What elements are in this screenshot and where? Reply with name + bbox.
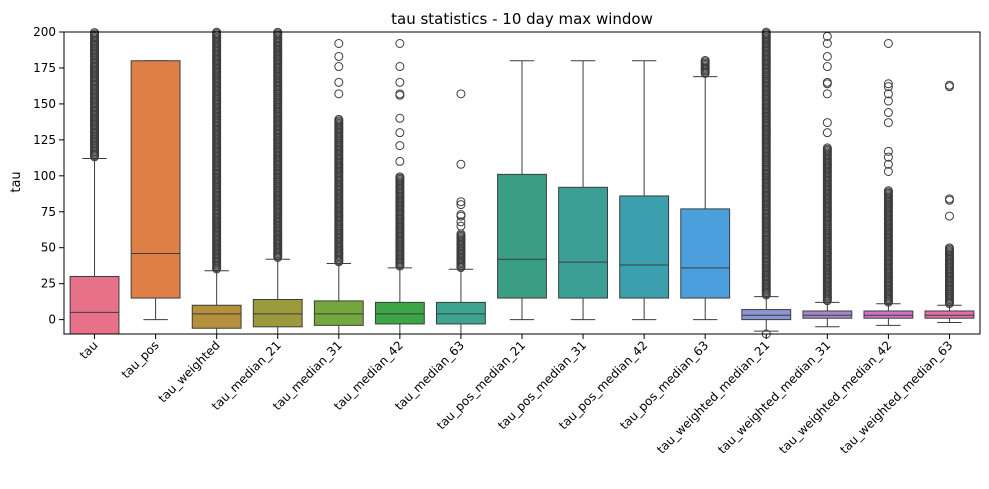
outlier-point bbox=[883, 108, 893, 118]
outlier-point bbox=[456, 197, 466, 207]
outlier-point bbox=[334, 39, 344, 49]
box-group bbox=[436, 89, 486, 334]
box-iqr bbox=[69, 275, 120, 335]
outlier-point bbox=[944, 82, 954, 92]
box-iqr bbox=[436, 301, 486, 325]
box-group bbox=[558, 60, 608, 321]
box-iqr bbox=[924, 310, 975, 319]
outlier-point bbox=[456, 89, 466, 99]
outlier-point bbox=[822, 143, 832, 153]
outlier-point bbox=[334, 114, 344, 124]
outlier-point bbox=[883, 79, 893, 89]
box-iqr bbox=[680, 208, 731, 299]
y-tick-label: 175 bbox=[33, 61, 56, 75]
box-group bbox=[802, 31, 853, 328]
outlier-point bbox=[334, 89, 344, 99]
y-tick-label: 100 bbox=[33, 169, 56, 183]
chart-title: tau statistics - 10 day max window bbox=[391, 10, 653, 28]
outlier-point bbox=[883, 186, 893, 196]
box-iqr bbox=[619, 195, 670, 299]
plot-area bbox=[69, 27, 975, 339]
y-tick-label: 75 bbox=[41, 205, 56, 219]
outlier-point bbox=[822, 128, 832, 138]
outlier-point bbox=[395, 172, 405, 182]
outlier-point bbox=[395, 77, 405, 87]
outlier-point bbox=[395, 90, 405, 100]
outlier-point bbox=[822, 79, 832, 89]
outlier-point bbox=[883, 146, 893, 156]
box-group bbox=[252, 27, 303, 334]
outlier-point bbox=[395, 156, 405, 166]
outlier-point bbox=[822, 39, 832, 49]
outlier-point bbox=[822, 118, 832, 128]
outlier-point bbox=[944, 243, 954, 253]
outlier-point bbox=[90, 28, 100, 38]
box-group bbox=[741, 27, 792, 339]
y-tick-label: 25 bbox=[41, 277, 56, 291]
box-group bbox=[497, 60, 547, 321]
outlier-point bbox=[456, 200, 466, 210]
outlier-point bbox=[883, 82, 893, 92]
y-tick-label: 50 bbox=[41, 241, 56, 255]
box-iqr bbox=[863, 310, 914, 319]
y-axis-label: tau bbox=[9, 171, 24, 192]
box-iqr bbox=[130, 60, 181, 299]
outlier-point bbox=[395, 128, 405, 138]
y-tick-label: 0 bbox=[48, 313, 56, 327]
box-group bbox=[924, 80, 975, 323]
box-iqr bbox=[191, 304, 242, 329]
box-group bbox=[313, 39, 364, 334]
box-iqr bbox=[741, 309, 792, 321]
outlier-point bbox=[456, 211, 466, 221]
outlier-point bbox=[822, 51, 832, 61]
outlier-point bbox=[456, 217, 466, 227]
outlier-point bbox=[334, 77, 344, 87]
outlier-point bbox=[334, 51, 344, 61]
box-group bbox=[191, 27, 242, 334]
box-iqr bbox=[497, 173, 547, 299]
outlier-point bbox=[883, 39, 893, 49]
outlier-point bbox=[944, 195, 954, 205]
outlier-point bbox=[822, 62, 832, 72]
outlier-point bbox=[883, 159, 893, 169]
outlier-point bbox=[883, 166, 893, 176]
box-iqr bbox=[252, 298, 303, 328]
box-iqr bbox=[558, 186, 608, 299]
outlier-point bbox=[456, 221, 466, 231]
outlier-point bbox=[456, 159, 466, 169]
outlier-point bbox=[334, 62, 344, 72]
outlier-point bbox=[700, 55, 710, 65]
outlier-point bbox=[822, 89, 832, 99]
box-group bbox=[680, 55, 731, 321]
outlier-point bbox=[395, 39, 405, 49]
outlier-point bbox=[944, 211, 954, 221]
outlier-point bbox=[883, 96, 893, 106]
outlier-point bbox=[883, 152, 893, 162]
outlier-point bbox=[883, 89, 893, 99]
outlier-point bbox=[395, 62, 405, 72]
box-group bbox=[130, 60, 181, 321]
box-iqr bbox=[802, 310, 853, 319]
outlier-point bbox=[395, 141, 405, 151]
box-group bbox=[374, 39, 425, 334]
y-tick-label: 150 bbox=[33, 97, 56, 111]
y-tick-label: 125 bbox=[33, 133, 56, 147]
box-iqr bbox=[313, 300, 364, 326]
y-tick-label: 200 bbox=[33, 25, 56, 39]
outlier-point bbox=[395, 113, 405, 123]
box-group bbox=[863, 39, 914, 326]
outlier-point bbox=[883, 118, 893, 128]
box-iqr bbox=[374, 301, 425, 325]
box-group bbox=[619, 60, 670, 321]
